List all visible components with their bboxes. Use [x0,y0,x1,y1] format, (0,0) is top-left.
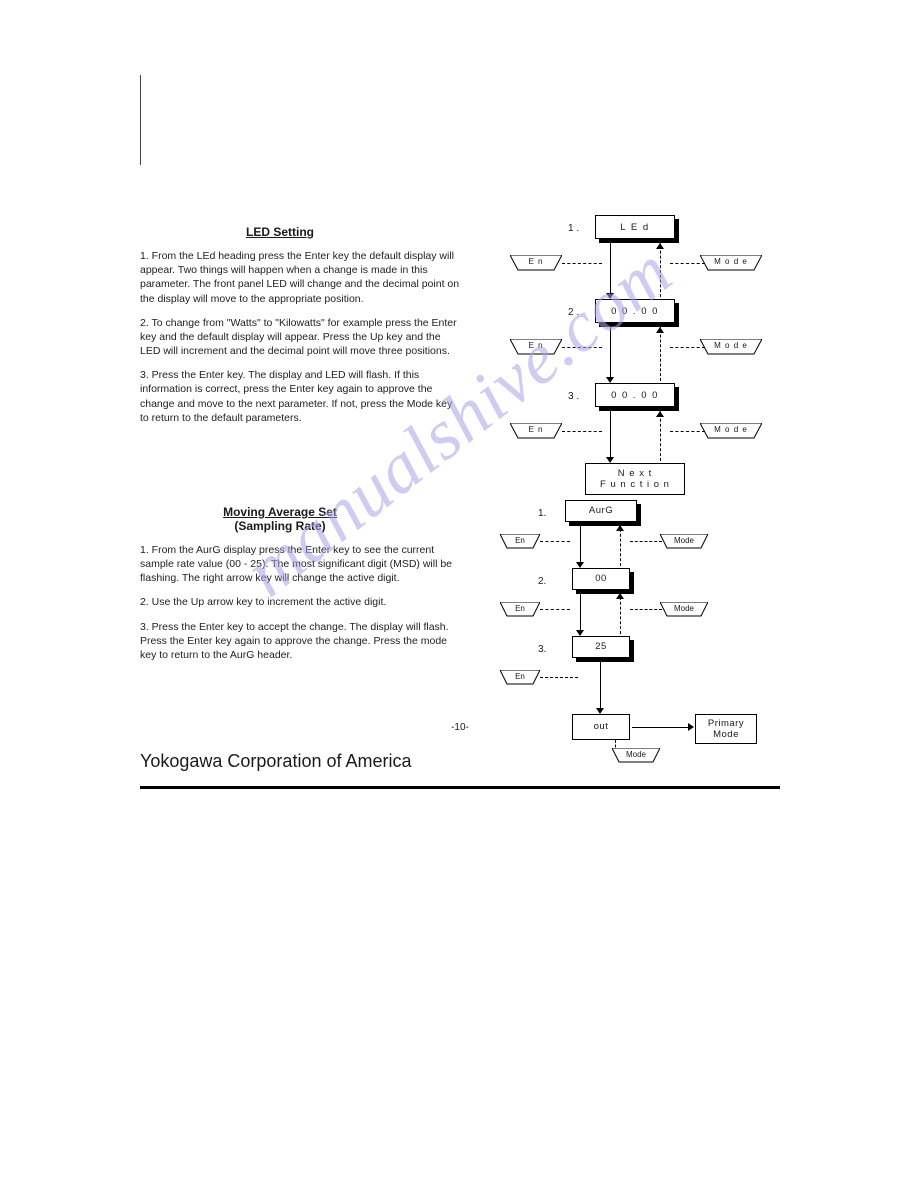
trap-label: M o d e [700,423,762,437]
flow-box-out: out [572,714,630,740]
para: 1. From the LEd heading press the Enter … [140,249,460,306]
para: 3. Press the Enter key. The display and … [140,368,460,425]
trap-label: En [500,534,540,548]
flow-box-final: N e x t F u n c t i o n [585,463,685,495]
flowchart-aurg: 1. AurG En Mode 2. 00 En [500,500,790,840]
connector [610,241,611,297]
subheading-aurg: (Sampling Rate) [140,519,420,533]
mode-button: Mode [660,534,708,550]
step-num: 3. [538,644,546,655]
arrow-up-icon [656,243,664,249]
connector [540,609,570,610]
step-num: 2 . [568,307,579,318]
heading-led: LED Setting [140,225,420,239]
step-num: 3 . [568,391,579,402]
connector [632,727,692,728]
arrow-up-icon [616,525,624,531]
trap-label: E n [510,339,562,353]
en-button: E n [510,423,562,439]
en-button: E n [510,339,562,355]
text-column-2: 1. From the AurG display press the Enter… [140,543,460,662]
en-button: En [500,670,540,686]
connector [540,541,570,542]
trap-label: En [500,670,540,684]
trap-label: E n [510,423,562,437]
page-content: LED Setting 1. From the LEd heading pres… [140,75,780,797]
flow-box: 0 0 . 0 0 [595,383,675,407]
connector [580,592,581,634]
trap-label: E n [510,255,562,269]
step-num: 1. [538,508,546,519]
box-label: 0 0 . 0 0 [595,383,675,407]
section-led-setting: LED Setting 1. From the LEd heading pres… [140,225,780,425]
flow-box: AurG [565,500,637,522]
flow-box-primary: Primary Mode [695,714,757,744]
mode-button: Mode [660,602,708,618]
arrow-up-icon [656,327,664,333]
connector [580,524,581,566]
heading-aurg: Moving Average Set [140,505,420,519]
connector [630,609,662,610]
step-num: 1 . [568,223,579,234]
para: 1. From the AurG display press the Enter… [140,543,460,586]
flow-box: 0 0 . 0 0 [595,299,675,323]
para: 3. Press the Enter key to accept the cha… [140,620,460,663]
connector [562,263,602,264]
connector [660,325,661,381]
step-num: 2. [538,576,546,587]
connector [562,431,602,432]
connector [540,677,578,678]
flow-box: 00 [572,568,630,590]
connector [600,660,601,712]
trap-label: M o d e [700,255,762,269]
connector [610,325,611,381]
arrow-right-icon [688,723,694,731]
box-label: 00 [572,568,630,590]
trap-label: Mode [660,534,708,548]
flow-box: L E d [595,215,675,239]
box-label: 0 0 . 0 0 [595,299,675,323]
trap-label: Mode [660,602,708,616]
arrow-up-icon [656,411,664,417]
connector [610,409,611,461]
en-button: En [500,602,540,618]
connector [562,347,602,348]
trap-label: Mode [612,748,660,762]
box-label: L E d [595,215,675,239]
mode-button: M o d e [700,339,762,355]
box-label: 25 [572,636,630,658]
section-moving-avg: Moving Average Set (Sampling Rate) 1. Fr… [140,505,780,662]
para: 2. Use the Up arrow key to increment the… [140,595,460,609]
connector [630,541,662,542]
trap-label: En [500,602,540,616]
flow-box: 25 [572,636,630,658]
trap-label: M o d e [700,339,762,353]
mode-button: M o d e [700,423,762,439]
connector [660,241,661,297]
arrow-up-icon [616,593,624,599]
text-column-1: 1. From the LEd heading press the Enter … [140,249,460,425]
en-button: En [500,534,540,550]
mode-button: Mode [612,748,660,764]
box-label: AurG [565,500,637,522]
mode-button: M o d e [700,255,762,271]
para: 2. To change from "Watts" to "Kilowatts"… [140,316,460,359]
en-button: E n [510,255,562,271]
